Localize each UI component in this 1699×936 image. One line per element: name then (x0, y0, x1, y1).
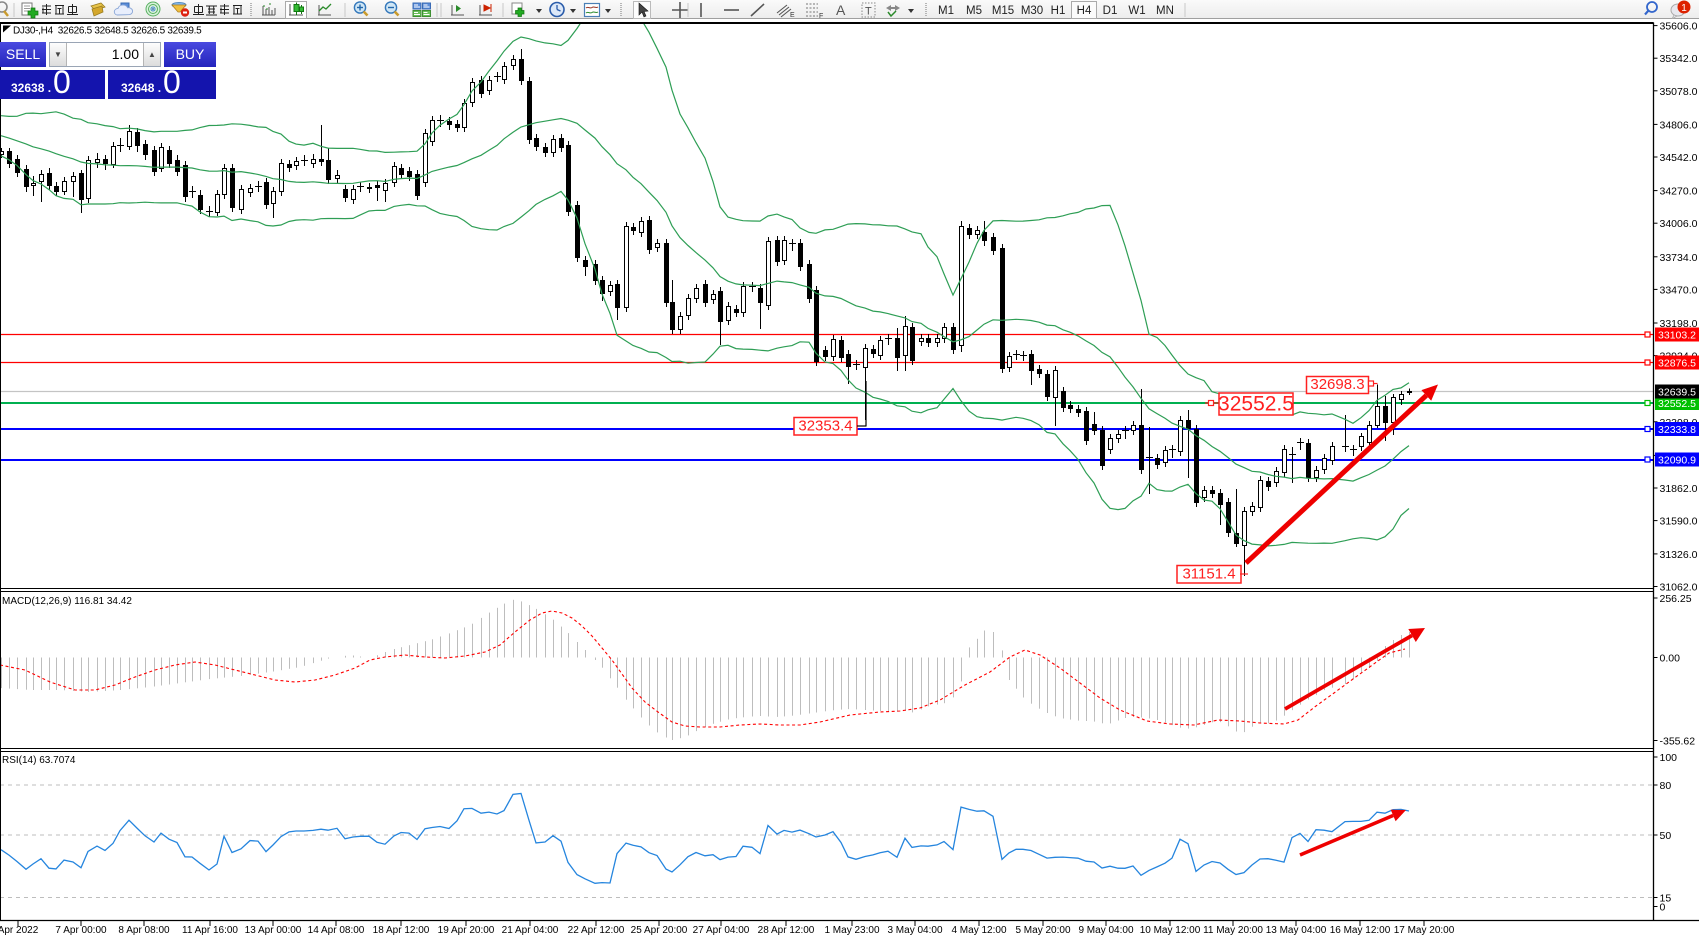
svg-text:31590.0: 31590.0 (1660, 516, 1698, 528)
svg-text:M1: M1 (938, 5, 954, 17)
svg-text:10 May 12:00: 10 May 12:00 (1140, 925, 1201, 936)
svg-text:16 May 12:00: 16 May 12:00 (1330, 925, 1391, 936)
svg-text:Apr 2022: Apr 2022 (0, 925, 39, 936)
svg-text:35342.0: 35342.0 (1660, 53, 1698, 65)
svg-text:DJ30-,H4 32626.5 32648.5 3262: DJ30-,H4 32626.5 32648.5 32626.5 32639.5 (13, 26, 202, 37)
svg-text:32552.5: 32552.5 (1658, 398, 1696, 410)
svg-text:32552.5: 32552.5 (1218, 393, 1294, 416)
svg-text:18 Apr 12:00: 18 Apr 12:00 (373, 925, 430, 936)
svg-text:25 Apr 20:00: 25 Apr 20:00 (631, 925, 688, 936)
svg-text:13 Apr 00:00: 13 Apr 00:00 (245, 925, 302, 936)
svg-text:31326.0: 31326.0 (1660, 549, 1698, 561)
svg-text:7 Apr 00:00: 7 Apr 00:00 (55, 925, 107, 936)
svg-text:32698.3: 32698.3 (1310, 376, 1364, 393)
svg-text:1: 1 (1681, 3, 1687, 14)
svg-text:31862.0: 31862.0 (1660, 483, 1698, 495)
svg-text:W1: W1 (1128, 5, 1145, 17)
svg-text:MN: MN (1156, 5, 1174, 17)
svg-text:50: 50 (1660, 830, 1672, 842)
svg-text:14 Apr 08:00: 14 Apr 08:00 (308, 925, 365, 936)
svg-text:0: 0 (1660, 902, 1666, 914)
svg-text:27 Apr 04:00: 27 Apr 04:00 (693, 925, 750, 936)
svg-text:33734.0: 33734.0 (1660, 252, 1698, 264)
svg-text:31062.0: 31062.0 (1660, 582, 1698, 594)
svg-text:9 May 04:00: 9 May 04:00 (1078, 925, 1133, 936)
svg-text:32639.5: 32639.5 (1658, 387, 1696, 399)
svg-text:28 Apr 12:00: 28 Apr 12:00 (758, 925, 815, 936)
svg-text:19 Apr 20:00: 19 Apr 20:00 (438, 925, 495, 936)
svg-text:0.00: 0.00 (1660, 653, 1681, 665)
svg-text:33470.0: 33470.0 (1660, 284, 1698, 296)
svg-text:35606.0: 35606.0 (1660, 21, 1698, 33)
svg-text:31151.4: 31151.4 (1182, 566, 1235, 583)
svg-text:4 May 12:00: 4 May 12:00 (951, 925, 1006, 936)
svg-text:D1: D1 (1103, 5, 1118, 17)
svg-text:11 Apr 16:00: 11 Apr 16:00 (182, 925, 238, 936)
svg-text:32090.9: 32090.9 (1658, 455, 1696, 467)
svg-text:13 May 04:00: 13 May 04:00 (1266, 925, 1327, 936)
svg-text:T: T (865, 6, 872, 18)
svg-text:256.25: 256.25 (1660, 593, 1692, 605)
svg-text:32333.8: 32333.8 (1658, 424, 1696, 436)
svg-text:5 May 20:00: 5 May 20:00 (1015, 925, 1070, 936)
svg-text:22 Apr 12:00: 22 Apr 12:00 (568, 925, 625, 936)
svg-text:21 Apr 04:00: 21 Apr 04:00 (502, 925, 559, 936)
svg-text:32876.5: 32876.5 (1658, 358, 1696, 370)
svg-text:M15: M15 (992, 5, 1014, 17)
svg-text:E: E (790, 12, 795, 19)
svg-text:8 Apr 08:00: 8 Apr 08:00 (118, 925, 170, 936)
svg-text:100: 100 (1660, 752, 1678, 764)
svg-text:34270.0: 34270.0 (1660, 186, 1698, 198)
svg-text:80: 80 (1660, 780, 1672, 792)
svg-text:33198.0: 33198.0 (1660, 318, 1698, 330)
svg-text:H1: H1 (1051, 5, 1066, 17)
svg-text:33103.2: 33103.2 (1658, 330, 1696, 342)
svg-text:1 May 23:00: 1 May 23:00 (824, 925, 879, 936)
svg-text:-355.62: -355.62 (1660, 736, 1696, 748)
svg-text:11 May 20:00: 11 May 20:00 (1203, 925, 1263, 936)
svg-text:A: A (836, 2, 846, 18)
svg-text:17 May 20:00: 17 May 20:00 (1394, 925, 1455, 936)
svg-text:34006.0: 34006.0 (1660, 218, 1698, 230)
svg-text:35078.0: 35078.0 (1660, 86, 1698, 98)
svg-text:H4: H4 (1077, 5, 1092, 17)
svg-text:34542.0: 34542.0 (1660, 152, 1698, 164)
svg-text:F: F (819, 13, 823, 19)
svg-text:34806.0: 34806.0 (1660, 119, 1698, 131)
svg-text:15: 15 (1660, 893, 1672, 905)
svg-text:M30: M30 (1021, 5, 1043, 17)
svg-text:M5: M5 (966, 5, 982, 17)
svg-text:32353.4: 32353.4 (798, 418, 852, 435)
svg-text:3 May 04:00: 3 May 04:00 (887, 925, 942, 936)
